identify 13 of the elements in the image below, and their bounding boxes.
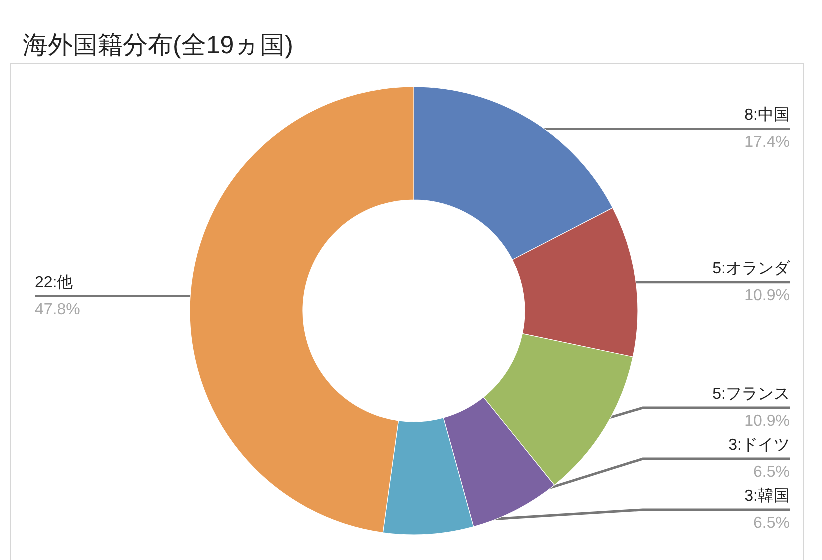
slice-label: 8:中国 — [744, 106, 790, 124]
data-label: 6.5% — [754, 515, 790, 532]
slice-label: 3:ドイツ — [728, 437, 790, 454]
data-label: 47.8% — [35, 301, 80, 318]
slice-label: 22:他 — [35, 274, 74, 292]
data-label: 17.4% — [744, 134, 790, 152]
data-label: 10.9% — [744, 287, 790, 304]
slice-label: 3:韓国 — [744, 487, 790, 505]
data-label: 10.9% — [744, 413, 790, 430]
data-label: 6.5% — [754, 464, 790, 481]
chart-title: 海外国籍分布(全19ヵ国) — [23, 32, 294, 60]
slice-label: 5:フランス — [712, 386, 790, 403]
slice-label: 5:オランダ — [712, 260, 791, 278]
